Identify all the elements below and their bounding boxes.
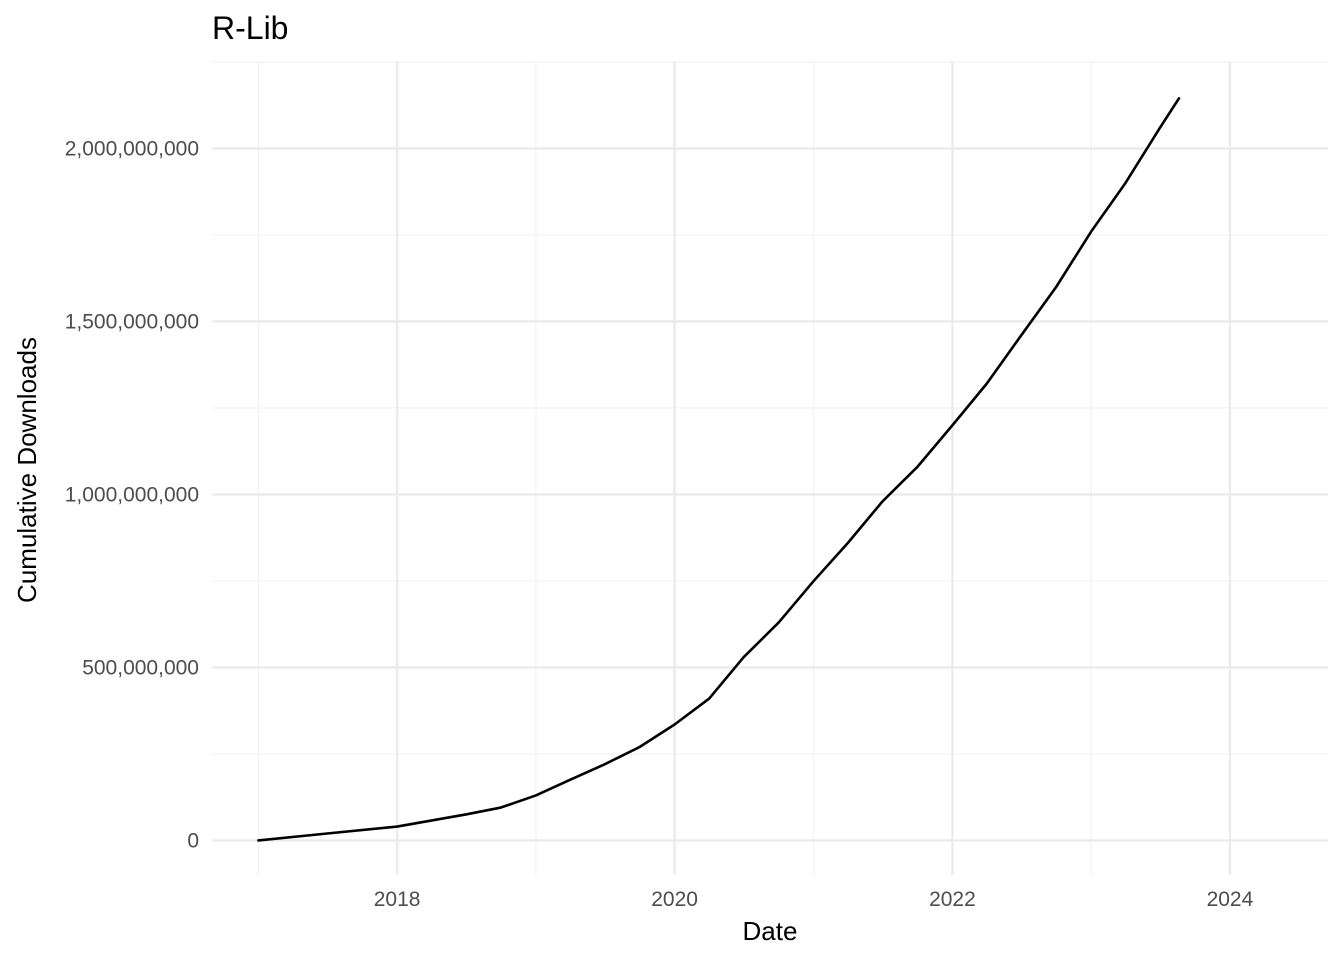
y-tick-label: 1,000,000,000 bbox=[65, 483, 199, 506]
x-axis-ticks: 2018 2020 2022 2024 bbox=[374, 888, 1254, 911]
x-tick-label: 2018 bbox=[374, 888, 421, 911]
y-tick-label: 2,000,000,000 bbox=[65, 137, 199, 160]
y-tick-label: 0 bbox=[187, 829, 199, 852]
y-axis-title: Cumulative Downloads bbox=[12, 337, 42, 603]
minor-gridlines bbox=[212, 61, 1328, 875]
y-axis-ticks: 0 500,000,000 1,000,000,000 1,500,000,000 2,… bbox=[65, 137, 199, 852]
x-tick-label: 2020 bbox=[651, 888, 698, 911]
major-gridlines bbox=[212, 62, 1328, 875]
x-tick-label: 2022 bbox=[929, 888, 976, 911]
x-axis-title: Date bbox=[743, 916, 798, 946]
series-line bbox=[257, 97, 1181, 842]
chart-title: R-Lib bbox=[212, 10, 288, 46]
x-tick-label: 2024 bbox=[1207, 888, 1254, 911]
y-tick-label: 500,000,000 bbox=[82, 656, 199, 679]
y-tick-label: 1,500,000,000 bbox=[65, 310, 199, 333]
series-layer bbox=[257, 97, 1181, 842]
